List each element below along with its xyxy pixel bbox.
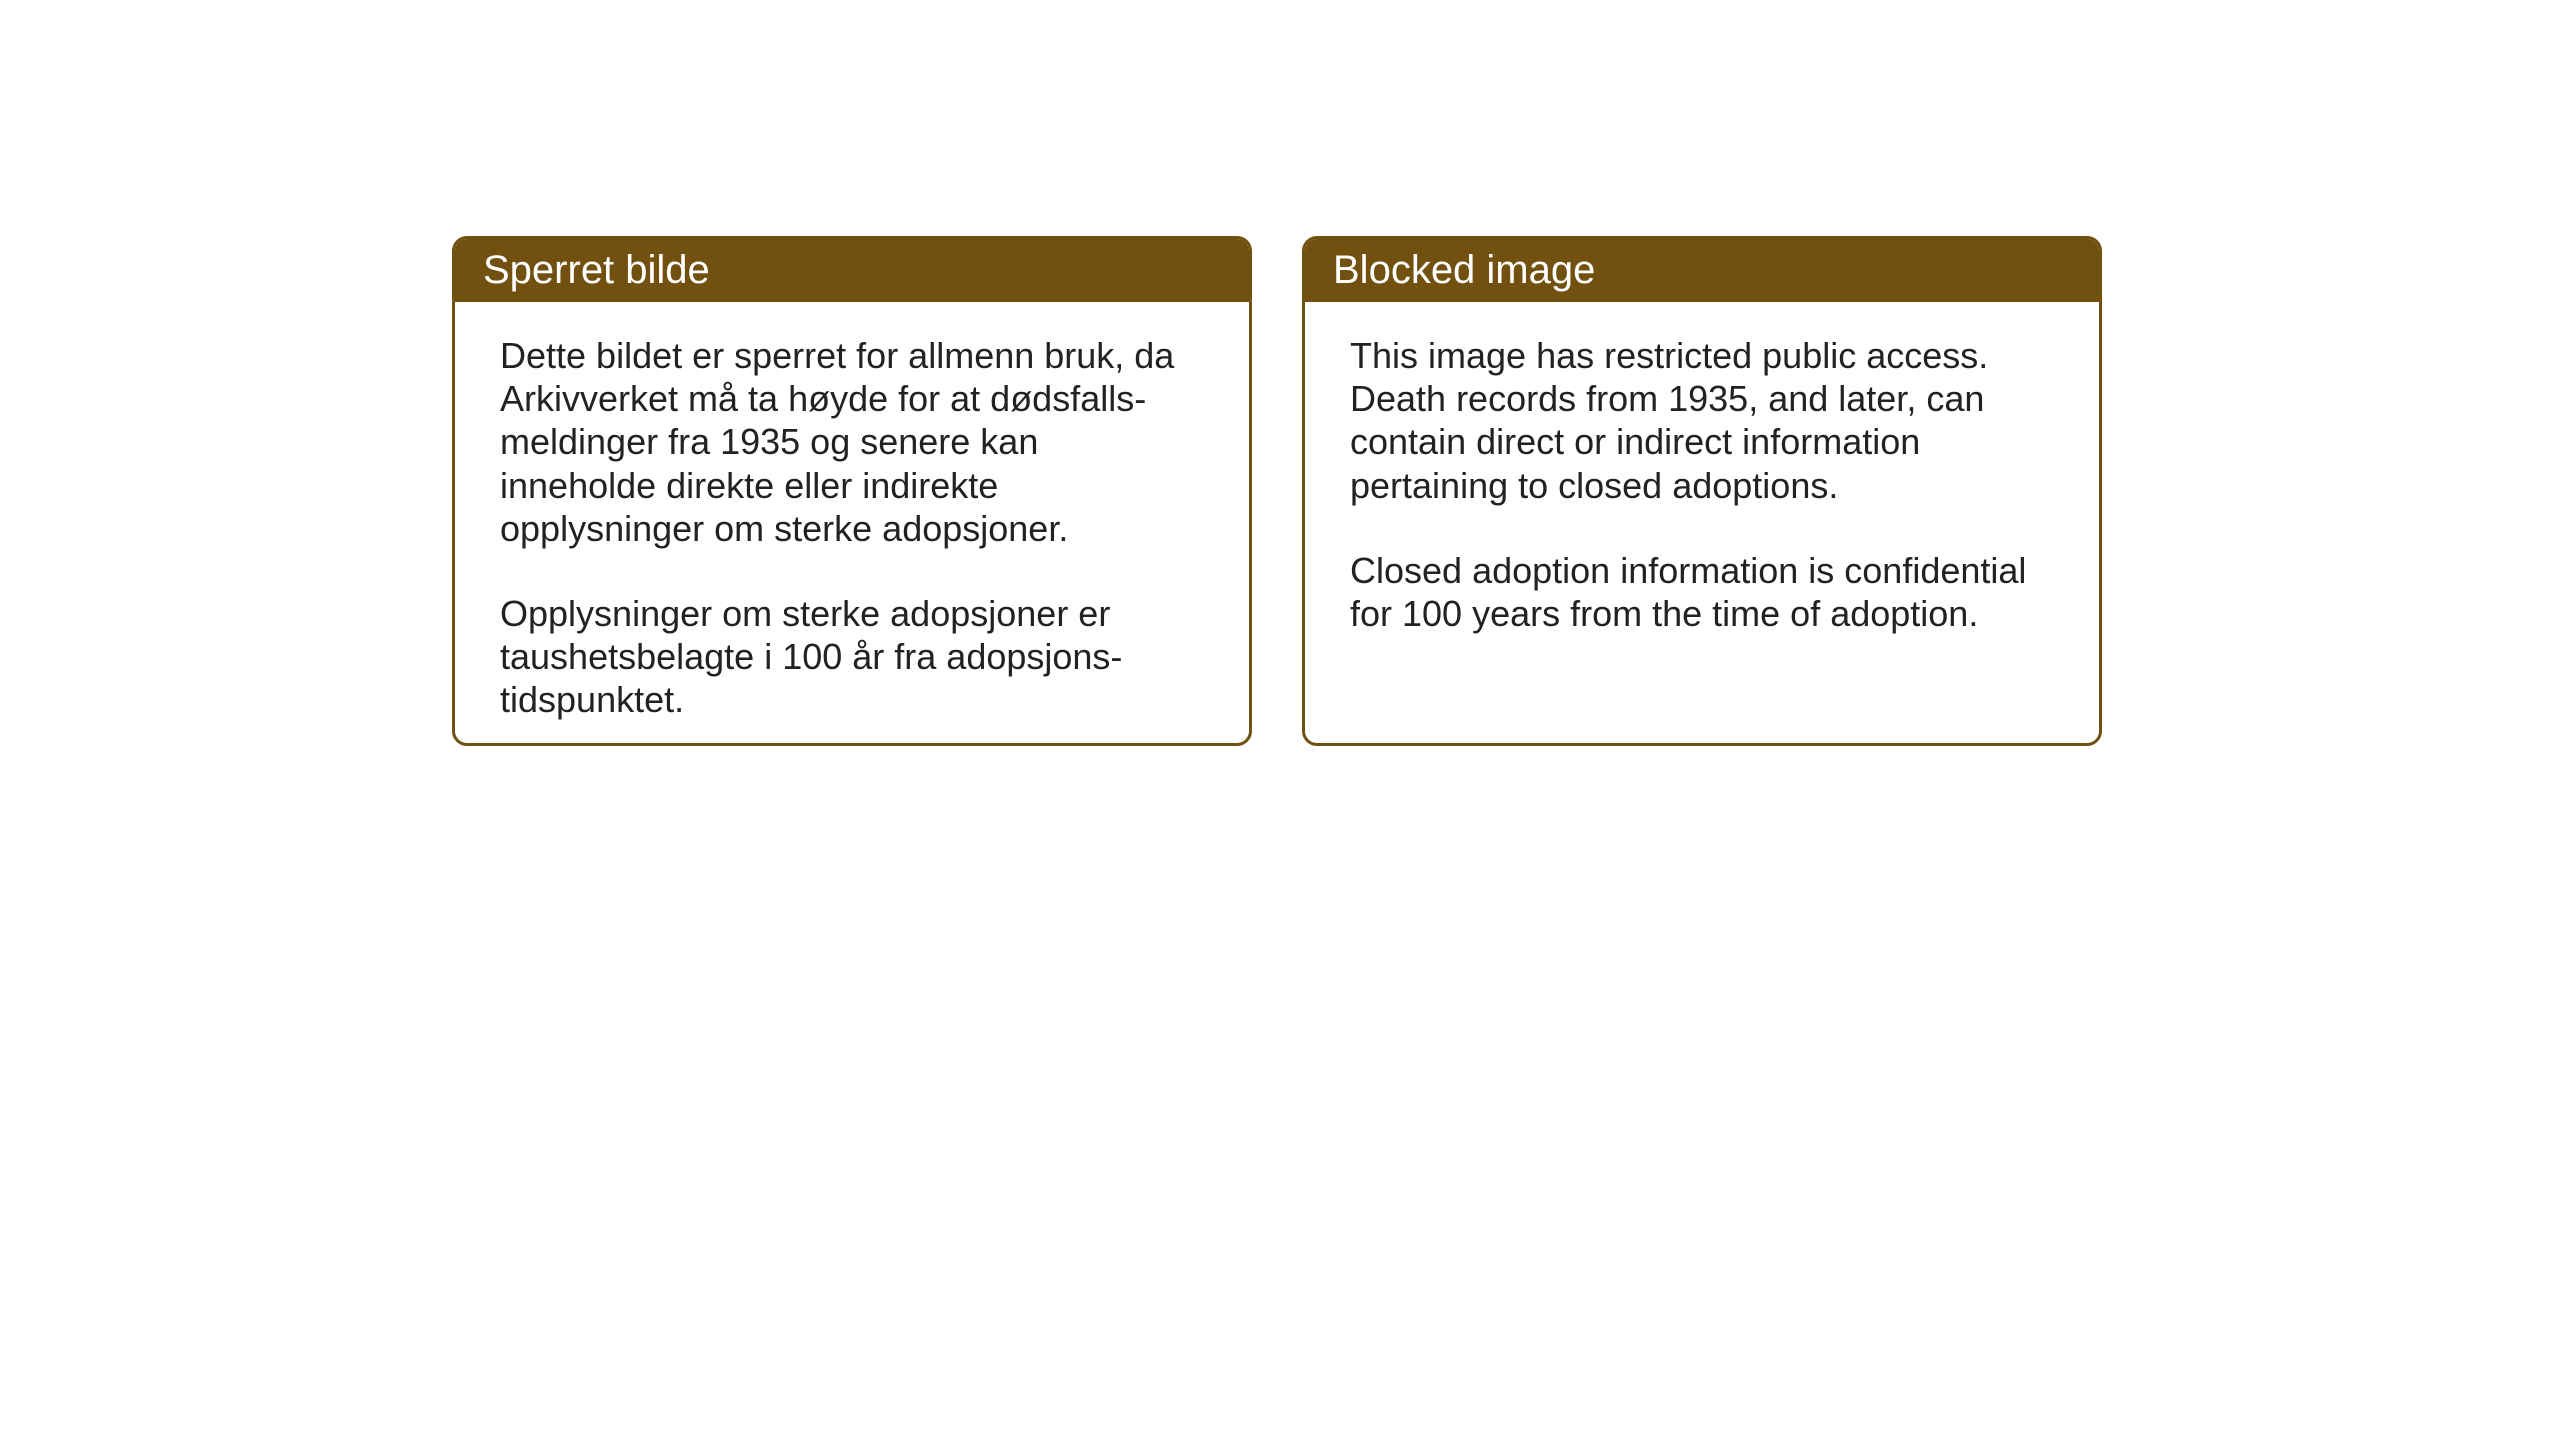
notice-body-english: This image has restricted public access.… — [1305, 302, 2099, 667]
notice-body-norwegian: Dette bildet er sperret for allmenn bruk… — [455, 302, 1249, 746]
notice-paragraph-2-english: Closed adoption information is confident… — [1350, 549, 2054, 635]
notice-box-english: Blocked image This image has restricted … — [1302, 236, 2102, 746]
notice-container: Sperret bilde Dette bildet er sperret fo… — [0, 0, 2560, 746]
notice-header-english: Blocked image — [1305, 239, 2099, 302]
notice-paragraph-2-norwegian: Opplysninger om sterke adopsjoner er tau… — [500, 592, 1204, 722]
notice-paragraph-1-english: This image has restricted public access.… — [1350, 334, 2054, 507]
notice-header-norwegian: Sperret bilde — [455, 239, 1249, 302]
notice-paragraph-1-norwegian: Dette bildet er sperret for allmenn bruk… — [500, 334, 1204, 550]
notice-box-norwegian: Sperret bilde Dette bildet er sperret fo… — [452, 236, 1252, 746]
